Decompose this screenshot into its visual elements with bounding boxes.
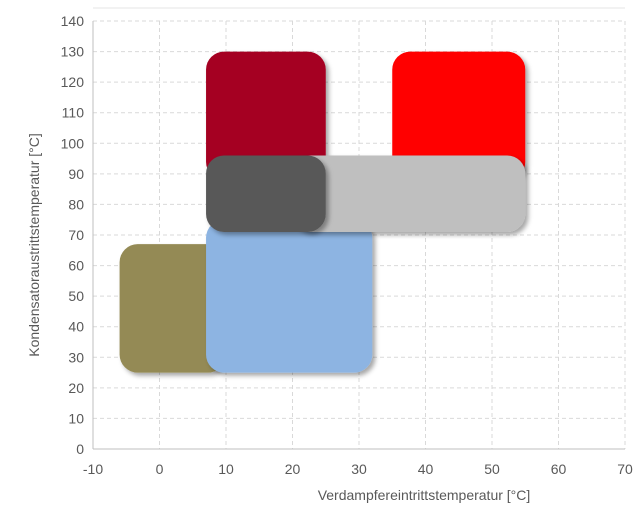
- y-tick-label: 30: [68, 349, 84, 365]
- operating-region-3: [206, 51, 326, 180]
- operating-region-4: [392, 51, 526, 180]
- x-tick-label: 10: [218, 461, 234, 477]
- x-axis-title: Verdampfereintrittstemperatur [°C]: [318, 487, 531, 503]
- y-tick-label: 40: [68, 319, 84, 335]
- x-tick-label: 60: [551, 461, 567, 477]
- x-tick-label: 50: [484, 461, 500, 477]
- operating-region-6: [206, 155, 326, 232]
- y-tick-label: 10: [68, 410, 84, 426]
- operating-region-1: [119, 244, 226, 373]
- y-tick-label: 110: [62, 105, 85, 121]
- y-tick-label: 70: [68, 227, 84, 243]
- y-tick-label: 130: [61, 44, 85, 60]
- operating-region-2: [206, 219, 373, 373]
- y-tick-label: 140: [61, 13, 85, 29]
- operating-region-5: [292, 155, 526, 232]
- x-tick-label: 30: [351, 461, 367, 477]
- y-tick-label: 60: [68, 258, 84, 274]
- y-axis-title: Kondensatoraustrittstemperatur [°C]: [26, 133, 42, 356]
- x-tick-label: 20: [285, 461, 301, 477]
- y-tick-label: 80: [68, 196, 84, 212]
- axes: [92, 21, 625, 450]
- y-tick-label: 50: [68, 288, 84, 304]
- x-tick-label: 40: [418, 461, 434, 477]
- x-tick-label: 0: [156, 461, 164, 477]
- y-tick-label: 20: [68, 380, 84, 396]
- x-tick-label: 70: [617, 461, 633, 477]
- tick-labels: 0 10 20 30 40 50 60 70 80 90 100 110 120 130 140 -10 0 10…: [61, 13, 633, 477]
- regions: [119, 51, 526, 373]
- y-tick-label: 120: [61, 74, 85, 90]
- y-tick-label: 0: [76, 441, 84, 457]
- x-tick-label: -10: [83, 461, 103, 477]
- y-tick-label: 90: [68, 166, 84, 182]
- y-tick-label: 100: [61, 135, 85, 151]
